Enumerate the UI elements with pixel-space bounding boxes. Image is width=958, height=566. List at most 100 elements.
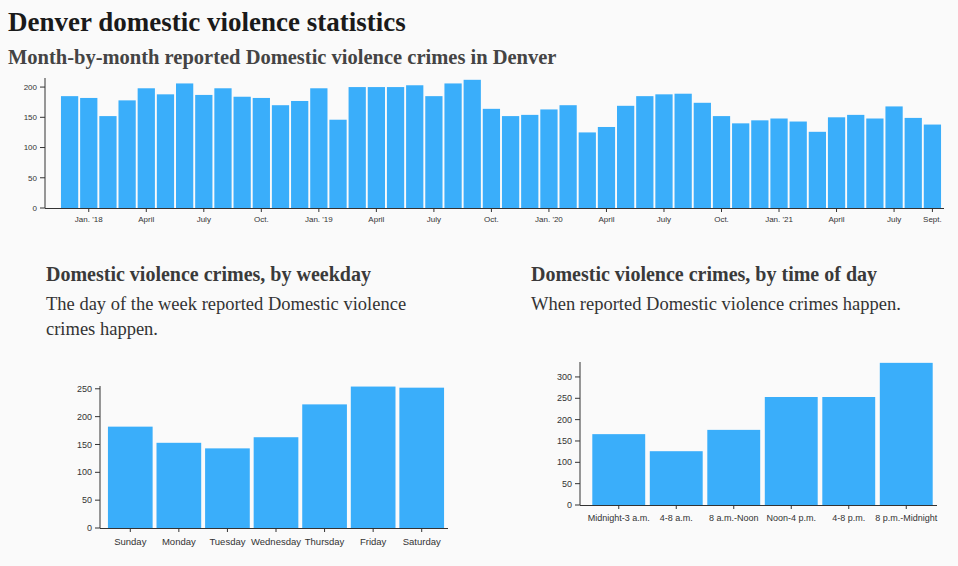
x-tick <box>88 208 89 212</box>
bar <box>707 430 760 505</box>
bar <box>540 109 557 208</box>
bar <box>847 115 864 208</box>
x-tick-label: Jan. '19 <box>305 215 333 224</box>
y-tick-label: 250 <box>77 384 92 394</box>
bar <box>502 116 519 208</box>
x-tick-label: July <box>657 215 671 224</box>
chart-1: 050100150200250SundayMondayTuesdayWednes… <box>77 384 448 547</box>
bar <box>464 80 481 208</box>
y-tick <box>40 208 45 209</box>
x-tick <box>146 208 147 212</box>
x-tick-label: April <box>598 215 614 224</box>
bar <box>99 116 116 208</box>
x-tick-label: Midnight-3 a.m. <box>588 513 650 523</box>
x-tick-label: Jan. '18 <box>75 215 103 224</box>
x-tick-label: 4-8 a.m. <box>660 513 693 523</box>
y-axis <box>45 78 46 208</box>
bar <box>483 109 500 208</box>
x-tick <box>130 528 131 532</box>
bar <box>157 443 202 528</box>
x-tick-label: 8 p.m.-Midnight <box>875 513 938 523</box>
bar <box>302 404 347 528</box>
x-tick <box>906 505 907 509</box>
y-tick-label: 50 <box>28 174 37 183</box>
x-tick <box>779 208 780 212</box>
bar <box>368 87 385 208</box>
bar <box>809 132 826 208</box>
y-tick <box>40 177 45 178</box>
bar <box>195 95 212 208</box>
chart-title: Domestic violence crimes, by weekday <box>46 261 371 287</box>
y-tick-label: 0 <box>87 523 92 533</box>
x-tick-label: Thursday <box>305 536 345 547</box>
x-tick <box>261 208 262 212</box>
x-tick <box>491 208 492 212</box>
bar <box>765 397 818 505</box>
bar <box>108 427 153 528</box>
x-tick <box>836 208 837 212</box>
x-tick <box>894 208 895 212</box>
x-tick-label: July <box>887 215 901 224</box>
bars <box>108 387 444 528</box>
x-tick <box>733 505 734 509</box>
y-tick <box>575 483 580 484</box>
page-title: Denver domestic violence statistics <box>8 6 406 38</box>
x-tick <box>376 208 377 212</box>
bar <box>592 434 645 505</box>
y-tick <box>95 444 100 445</box>
x-tick <box>178 528 179 532</box>
x-tick-label: April <box>138 215 154 224</box>
y-tick-label: 0 <box>567 500 572 510</box>
bar <box>732 123 749 208</box>
y-tick <box>40 147 45 148</box>
bar <box>521 115 538 208</box>
y-tick-label: 200 <box>77 412 92 422</box>
bar <box>866 119 883 208</box>
y-tick-label: 150 <box>77 440 92 450</box>
x-tick <box>932 208 933 212</box>
bar <box>138 88 155 208</box>
bar <box>713 116 730 208</box>
y-tick <box>95 472 100 473</box>
x-tick <box>548 208 549 212</box>
x-tick-label: Jan. '20 <box>535 215 563 224</box>
y-tick-label: 200 <box>24 83 38 92</box>
bar <box>822 397 875 505</box>
y-tick-label: 150 <box>557 436 572 446</box>
chart-0: 050100150200Jan. '18AprilJulyOct.Jan. '1… <box>24 78 944 224</box>
bar <box>655 94 672 208</box>
chart-title: Month-by-month reported Domestic violenc… <box>8 44 556 70</box>
chart-2: 050100150200250300Midnight-3 a.m.4-8 a.m… <box>557 362 938 523</box>
x-tick <box>606 208 607 212</box>
x-tick-label: Wednesday <box>251 536 301 547</box>
bar <box>425 96 442 208</box>
x-tick <box>791 505 792 509</box>
bar <box>329 120 346 208</box>
bar <box>234 97 251 208</box>
y-tick-label: 50 <box>82 495 92 505</box>
chart-title: Domestic violence crimes, by time of day <box>531 261 877 287</box>
x-tick-label: Sunday <box>114 536 146 547</box>
y-tick <box>95 416 100 417</box>
x-tick-label: Oct. <box>254 215 269 224</box>
bar <box>579 132 596 208</box>
x-tick <box>618 505 619 509</box>
y-tick <box>575 462 580 463</box>
y-tick-label: 250 <box>557 393 572 403</box>
y-tick-label: 0 <box>33 204 38 213</box>
bar <box>214 88 231 208</box>
bars <box>592 363 932 505</box>
bars <box>61 80 941 208</box>
bar <box>157 94 174 208</box>
y-axis <box>100 386 101 528</box>
x-tick-label: 4-8 p.m. <box>832 513 865 523</box>
bar <box>176 83 193 208</box>
bar <box>559 105 576 208</box>
bar <box>885 106 902 208</box>
y-tick-label: 300 <box>557 372 572 382</box>
x-tick-label: Oct. <box>484 215 499 224</box>
bar <box>291 101 308 208</box>
bar <box>387 87 404 208</box>
y-tick <box>575 376 580 377</box>
x-axis <box>45 208 944 209</box>
